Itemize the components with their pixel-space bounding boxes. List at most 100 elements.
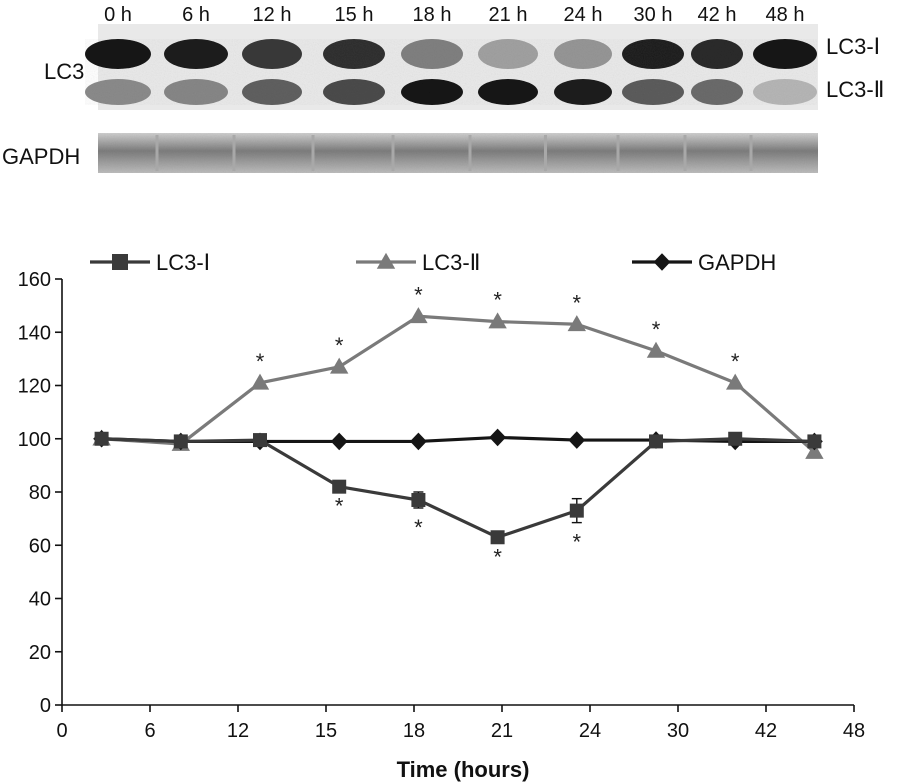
- lc3-ii-band: [622, 79, 684, 105]
- lane-label: 6 h: [182, 4, 210, 26]
- lane-label: 21 h: [489, 4, 528, 26]
- lane-label: 18 h: [413, 4, 452, 26]
- data-point: [567, 315, 586, 332]
- legend-label: LC3-Ⅰ: [156, 250, 210, 275]
- significance-star: *: [731, 349, 740, 374]
- significance-star: *: [414, 282, 423, 307]
- series-line: [101, 314, 816, 454]
- legend-label: LC3-Ⅱ: [422, 250, 481, 275]
- lane-label: 12 h: [253, 4, 292, 26]
- data-point: [330, 432, 348, 451]
- series-line: [101, 437, 815, 539]
- lc3-i-band: [85, 39, 151, 69]
- x-axis: 0 6 12 15 18 21 24 30 42 48: [56, 704, 865, 742]
- lc3-ii-band: [242, 79, 302, 105]
- legend: LC3-Ⅰ LC3-Ⅱ GAPDH: [90, 250, 776, 275]
- band-label-lc3-ii: LC3-Ⅱ: [826, 77, 885, 102]
- lc3-i-band: [753, 39, 817, 69]
- significance-star: *: [573, 290, 582, 315]
- data-point: [569, 503, 584, 518]
- lc3-i-band: [622, 39, 684, 69]
- series-LC3-Ⅰ: * * * *: [94, 431, 822, 569]
- lane-label: 42 h: [698, 4, 737, 26]
- lc3-ii-band: [164, 79, 228, 105]
- significance-star: *: [256, 349, 265, 374]
- lane-label: 0 h: [104, 4, 132, 26]
- row-label-gapdh: GAPDH: [2, 144, 80, 169]
- legend-item: LC3-Ⅰ: [90, 250, 210, 275]
- data-point: [488, 312, 507, 329]
- significance-star: *: [493, 544, 502, 569]
- data-point: [490, 530, 505, 545]
- significance-star: *: [573, 530, 582, 555]
- lane-label: 30 h: [634, 4, 673, 26]
- lane-label: 48 h: [766, 4, 805, 26]
- lc3-i-band: [323, 39, 385, 69]
- x-tick-label: 6: [144, 720, 155, 742]
- x-tick-label: 30: [667, 720, 689, 742]
- line-chart: LC3-Ⅰ LC3-Ⅱ GAPDH 0 20 40 60 80 100 120 140 160 0 6…: [18, 250, 866, 782]
- lc3-i-band: [691, 39, 743, 69]
- series-layer: * * * * * * * * * * *: [92, 282, 824, 569]
- legend-swatch-marker: [112, 254, 128, 270]
- y-tick-label: 0: [40, 695, 51, 717]
- gapdh-lane-dividers: [155, 135, 753, 171]
- data-point: [805, 442, 824, 459]
- y-tick-label: 100: [18, 429, 51, 451]
- lane-label: 15 h: [335, 4, 374, 26]
- y-tick-label: 160: [18, 269, 51, 291]
- band-label-lc3-i: LC3-Ⅰ: [826, 34, 880, 59]
- data-point: [649, 434, 663, 449]
- data-point: [409, 307, 428, 324]
- x-tick-label: 15: [315, 720, 337, 742]
- western-blot-panel: 0 h 6 h 12 h 15 h 18 h 21 h 24 h 30 h 42 h 48 h L…: [2, 4, 885, 173]
- y-tick-label: 140: [18, 322, 51, 344]
- legend-label: GAPDH: [698, 250, 776, 275]
- lc3-i-band: [164, 39, 228, 69]
- y-tick-label: 40: [29, 589, 51, 611]
- data-point: [807, 434, 822, 449]
- lane-label: 24 h: [564, 4, 603, 26]
- significance-star: *: [335, 494, 344, 519]
- data-point: [410, 432, 427, 451]
- data-point: [94, 431, 109, 446]
- lc3-ii-band: [478, 79, 538, 105]
- lc3-ii-band: [323, 79, 385, 105]
- data-point: [646, 341, 666, 358]
- x-axis-title: Time (hours): [397, 757, 530, 782]
- lc3-ii-band: [554, 79, 612, 105]
- x-tick-label: 18: [403, 720, 425, 742]
- legend-item: GAPDH: [632, 250, 776, 275]
- series-LC3-Ⅱ: * * * * * * *: [92, 282, 824, 459]
- significance-star: *: [652, 317, 661, 342]
- lc3-ii-band: [85, 79, 151, 105]
- lc3-i-band: [242, 39, 302, 69]
- legend-item: LC3-Ⅱ: [356, 250, 481, 275]
- x-tick-label: 0: [56, 720, 67, 742]
- data-point: [726, 373, 745, 390]
- data-point: [489, 428, 506, 447]
- data-point: [173, 434, 188, 449]
- data-point: [250, 373, 270, 390]
- row-label-lc3: LC3: [44, 59, 84, 84]
- data-point: [568, 431, 586, 449]
- significance-star: *: [414, 515, 423, 540]
- lane-labels: 0 h 6 h 12 h 15 h 18 h 21 h 24 h 30 h 42 h 48 h: [104, 4, 804, 26]
- y-tick-label: 20: [29, 642, 51, 664]
- x-tick-label: 12: [227, 720, 249, 742]
- lc3-i-band: [554, 39, 612, 69]
- x-tick-label: 21: [491, 720, 513, 742]
- y-tick-label: 120: [18, 376, 51, 398]
- y-axis: 0 20 40 60 80 100 120 140 160: [18, 269, 63, 717]
- significance-star: *: [493, 288, 502, 313]
- legend-swatch-marker: [376, 252, 396, 269]
- data-point: [411, 492, 426, 507]
- y-tick-label: 80: [29, 482, 51, 504]
- legend-swatch-marker: [653, 253, 671, 271]
- lc3-i-band: [401, 39, 463, 69]
- gapdh-blot-strip: [98, 133, 818, 173]
- x-tick-label: 42: [755, 720, 777, 742]
- lc3-ii-band: [753, 79, 817, 105]
- data-point: [330, 357, 349, 374]
